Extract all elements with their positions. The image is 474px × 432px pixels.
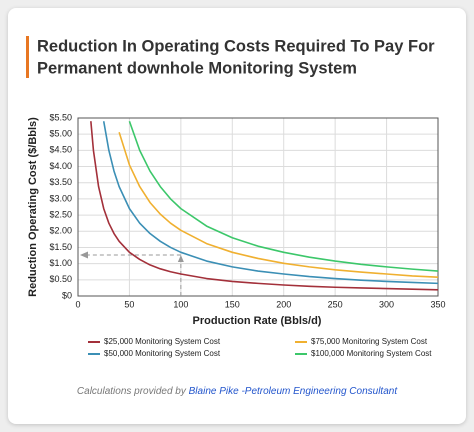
- y-tick-label: $4.00: [49, 161, 72, 171]
- y-tick-label: $2.50: [49, 209, 72, 219]
- series-line: [90, 121, 439, 291]
- legend-label: $25,000 Monitoring System Cost: [104, 337, 221, 346]
- series-line: [128, 120, 439, 272]
- y-tick-label: $5.00: [49, 129, 72, 139]
- title-accent: [26, 36, 29, 78]
- chart-title: Permanent downhole Monitoring System: [37, 59, 357, 77]
- legend-label: $75,000 Monitoring System Cost: [311, 337, 428, 346]
- legend-label: $100,000 Monitoring System Cost: [311, 349, 432, 358]
- annotation-arrow: [80, 251, 88, 259]
- y-tick-label: $0: [62, 290, 72, 300]
- y-tick-label: $4.50: [49, 145, 72, 155]
- y-tick-label: $0.50: [49, 274, 72, 284]
- annotation-arrow: [177, 255, 184, 262]
- x-tick-label: 200: [276, 299, 291, 309]
- footer-text: Calculations provided by: [77, 386, 187, 397]
- plot: $0 $0.50 $1.00 $1.50 $2.00 $2.50 $3.00 $3.50 $4.…: [49, 112, 445, 309]
- plot-border: [77, 117, 439, 297]
- series-line: [102, 121, 439, 285]
- x-axis-label: Production Rate (Bbls/d): [193, 315, 322, 327]
- legend-label: $50,000 Monitoring System Cost: [104, 349, 221, 358]
- y-axis-label: Reduction Operating Cost ($/Bbls): [27, 117, 39, 297]
- x-tick-label: 300: [379, 299, 394, 309]
- y-tick-label: $2.00: [49, 226, 72, 236]
- card: [8, 8, 466, 424]
- y-tick-label: $5.50: [49, 112, 72, 122]
- y-tick-label: $1.00: [49, 258, 72, 268]
- series-line: [118, 131, 439, 279]
- x-tick-label: 100: [173, 299, 188, 309]
- y-tick-label: $1.50: [49, 242, 72, 252]
- footer-link[interactable]: Blaine Pike -Petroleum Engineering Consu…: [189, 386, 399, 397]
- y-tick-label: $3.00: [49, 193, 72, 203]
- chart-title: Reduction In Operating Costs Required To…: [37, 37, 435, 55]
- footer: Calculations provided by Blaine Pike -Pe…: [77, 386, 398, 397]
- x-tick-label: 250: [328, 299, 343, 309]
- x-tick-label: 0: [75, 299, 80, 309]
- x-tick-label: 50: [124, 299, 134, 309]
- y-tick-label: $3.50: [49, 177, 72, 187]
- x-tick-label: 350: [430, 299, 445, 309]
- x-tick-label: 150: [225, 299, 240, 309]
